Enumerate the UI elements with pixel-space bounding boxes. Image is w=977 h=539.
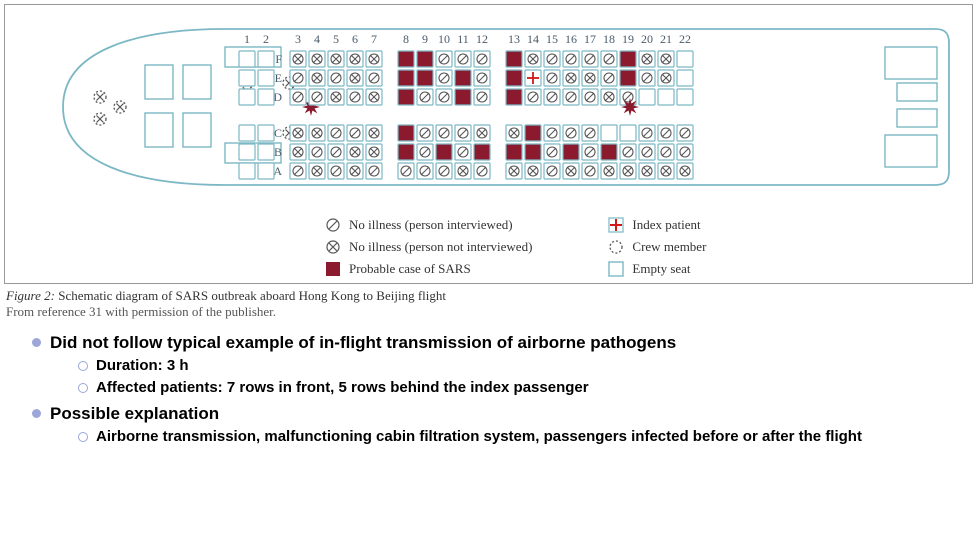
svg-text:B: B xyxy=(274,145,282,159)
svg-text:10: 10 xyxy=(438,32,450,46)
bullet-item: Did not follow typical example of in-fli… xyxy=(32,332,957,399)
svg-text:2: 2 xyxy=(263,32,269,46)
svg-text:A: A xyxy=(273,164,282,178)
legend-label: Empty seat xyxy=(632,261,690,277)
svg-text:20: 20 xyxy=(641,32,653,46)
legend-item: Index patient xyxy=(608,217,706,233)
svg-text:4: 4 xyxy=(314,32,320,46)
legend-item: Probable case of SARS xyxy=(325,261,532,277)
figure-caption-sub: From reference 31 with permission of the… xyxy=(6,304,971,320)
svg-text:E: E xyxy=(275,71,282,85)
svg-text:9: 9 xyxy=(422,32,428,46)
notint-icon xyxy=(325,239,341,255)
legend-item: No illness (person not interviewed) xyxy=(325,239,532,255)
svg-text:17: 17 xyxy=(584,32,596,46)
svg-text:19: 19 xyxy=(622,32,634,46)
legend-label: Probable case of SARS xyxy=(349,261,471,277)
svg-text:14: 14 xyxy=(527,32,539,46)
sub-bullet-item: Affected patients: 7 rows in front, 5 ro… xyxy=(78,378,957,398)
svg-text:18: 18 xyxy=(603,32,615,46)
index-icon xyxy=(608,217,624,233)
legend-label: No illness (person not interviewed) xyxy=(349,239,532,255)
svg-text:16: 16 xyxy=(565,32,577,46)
svg-text:7: 7 xyxy=(371,32,377,46)
svg-text:C: C xyxy=(274,126,282,140)
figure-caption: Figure 2: Schematic diagram of SARS outb… xyxy=(6,288,971,304)
int-icon xyxy=(325,217,341,233)
sub-bullet-list: Airborne transmission, malfunctioning ca… xyxy=(50,427,957,447)
svg-text:D: D xyxy=(273,90,282,104)
legend-label: Crew member xyxy=(632,239,706,255)
sars-icon xyxy=(325,261,341,277)
legend-label: Index patient xyxy=(632,217,700,233)
svg-text:F: F xyxy=(275,52,282,66)
crew-icon xyxy=(608,239,624,255)
svg-text:21: 21 xyxy=(660,32,672,46)
svg-text:22: 22 xyxy=(679,32,691,46)
svg-text:3: 3 xyxy=(295,32,301,46)
sub-bullet-list: Duration: 3 hAffected patients: 7 rows i… xyxy=(50,356,957,399)
svg-text:1: 1 xyxy=(244,32,250,46)
plane-diagram: 12345678910111213141516171819202122FEDCB… xyxy=(25,11,955,211)
svg-text:8: 8 xyxy=(403,32,409,46)
bullet-list: Did not follow typical example of in-fli… xyxy=(20,332,957,447)
legend-label: No illness (person interviewed) xyxy=(349,217,513,233)
svg-text:11: 11 xyxy=(457,32,469,46)
svg-text:12: 12 xyxy=(476,32,488,46)
figure-frame: 12345678910111213141516171819202122FEDCB… xyxy=(4,4,973,284)
sub-bullet-item: Duration: 3 h xyxy=(78,356,957,376)
bullet-item: Possible explanationAirborne transmissio… xyxy=(32,403,957,447)
sub-bullet-item: Airborne transmission, malfunctioning ca… xyxy=(78,427,957,447)
svg-text:15: 15 xyxy=(546,32,558,46)
svg-text:5: 5 xyxy=(333,32,339,46)
svg-text:6: 6 xyxy=(352,32,358,46)
legend-item: No illness (person interviewed) xyxy=(325,217,532,233)
legend-item: Crew member xyxy=(608,239,706,255)
legend: No illness (person interviewed) No illnes… xyxy=(325,217,706,277)
empty-icon xyxy=(608,261,624,277)
svg-text:13: 13 xyxy=(508,32,520,46)
legend-item: Empty seat xyxy=(608,261,706,277)
